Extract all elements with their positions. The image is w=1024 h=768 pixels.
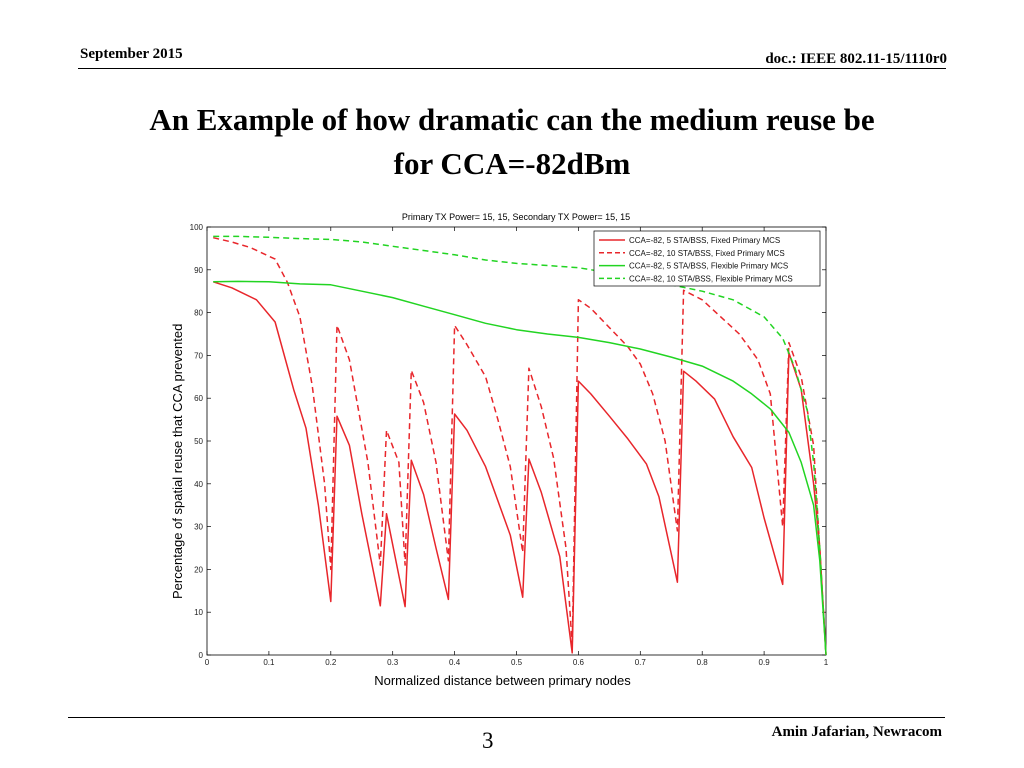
y-tick-label: 70 <box>194 351 203 360</box>
series-lines <box>212 235 827 656</box>
x-axis-label: Normalized distance between primary node… <box>374 673 631 688</box>
x-tick-label: 0 <box>205 658 210 667</box>
header-date: September 2015 <box>80 46 183 62</box>
x-tick-label: 0.9 <box>759 658 771 667</box>
y-tick-label: 90 <box>194 266 203 275</box>
legend: CCA=-82, 5 STA/BSS, Fixed Primary MCS CCA… <box>593 230 821 287</box>
slide-title-line-1: An Example of how dramatic can the mediu… <box>149 102 875 137</box>
y-tick-label: 30 <box>194 523 203 532</box>
legend-entry: CCA=-82, 5 STA/BSS, Fixed Primary MCS <box>629 236 780 245</box>
header-doc-id: doc.: IEEE 802.11-15/1110r0 <box>765 51 947 67</box>
x-tick-label: 0.6 <box>573 658 585 667</box>
legend-entry: CCA=-82, 10 STA/BSS, Flexible Primary MC… <box>629 274 793 283</box>
footer-author: Amin Jafarian, Newracom <box>771 724 942 740</box>
series-line-2 <box>213 236 827 656</box>
footer-rule <box>68 717 945 718</box>
y-tick-label: 0 <box>199 651 204 660</box>
y-tick-label: 100 <box>190 223 204 232</box>
series-line-3 <box>213 280 827 656</box>
y-tick-label: 10 <box>194 608 203 617</box>
y-tick-label: 20 <box>194 565 203 574</box>
plot-area <box>206 226 827 656</box>
y-tick-label: 40 <box>194 480 203 489</box>
x-tick-label: 0.3 <box>387 658 399 667</box>
y-tick-label: 60 <box>194 394 203 403</box>
slide-title: An Example of how dramatic can the mediu… <box>62 98 962 186</box>
x-tick-label: 0.4 <box>449 658 461 667</box>
legend-entry: CCA=-82, 10 STA/BSS, Fixed Primary MCS <box>629 249 785 258</box>
legend-entry: CCA=-82, 5 STA/BSS, Flexible Primary MCS <box>629 262 788 271</box>
page-number: 3 <box>482 728 494 753</box>
axis-ticks: 0 0.1 0.2 0.3 0.4 0.5 0.6 0.7 0.8 0.9 101020304050… <box>190 223 829 667</box>
series-line-4 <box>213 235 827 656</box>
legend-box <box>593 230 821 287</box>
x-tick-label: 0.2 <box>325 658 337 667</box>
x-tick-label: 0.7 <box>635 658 647 667</box>
header-rule <box>78 68 946 69</box>
slide-title-line-2: for CCA=-82dBm <box>393 146 631 181</box>
x-tick-label: 0.1 <box>263 658 275 667</box>
x-tick-label: 0.5 <box>511 658 523 667</box>
x-tick-label: 1 <box>824 658 829 667</box>
x-tick-label: 0.8 <box>697 658 709 667</box>
chart-title: Primary TX Power= 15, 15, Secondary TX P… <box>402 212 630 222</box>
series-line-1 <box>212 281 827 656</box>
y-tick-label: 50 <box>194 437 203 446</box>
y-tick-label: 80 <box>194 309 203 318</box>
y-axis-label: Percentage of spatial reuse that CCA pre… <box>170 323 185 599</box>
